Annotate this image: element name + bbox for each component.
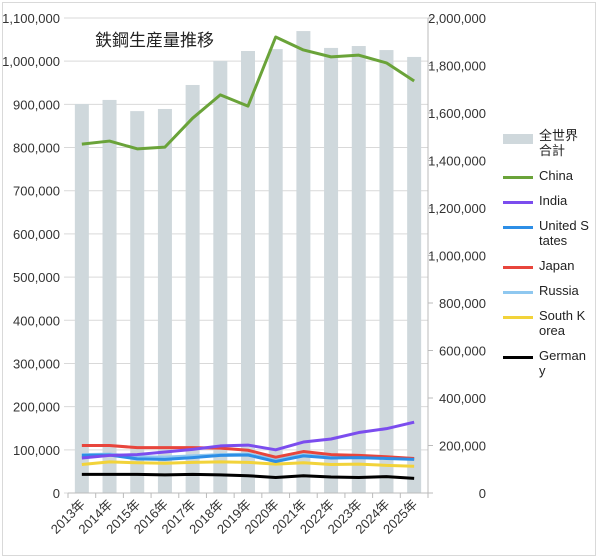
right-axis-tick-label: 1,400,000	[428, 154, 486, 169]
bar-2017年	[185, 84, 200, 493]
left-axis-tick-label: 900,000	[13, 97, 60, 112]
bar-2019年	[241, 51, 255, 493]
left-axis-tick-label: 200,000	[13, 400, 60, 415]
right-axis-tick-label: 1,600,000	[428, 106, 486, 121]
legend-swatch	[503, 176, 533, 179]
bar-2014年	[102, 99, 117, 493]
legend-label: Russia	[539, 283, 579, 298]
legend-label: Germany	[539, 348, 586, 378]
left-axis-tick-label: 500,000	[13, 270, 60, 285]
legend-item: Japan	[503, 258, 599, 273]
right-axis-tick-label: 2,000,000	[428, 11, 486, 26]
bar-2016年	[157, 108, 172, 494]
left-axis-tick-label: 700,000	[13, 184, 60, 199]
right-axis-tick-label: 600,000	[439, 344, 486, 359]
legend-swatch	[503, 266, 533, 269]
bar-2015年	[130, 111, 145, 493]
left-axis-tick-label: 0	[53, 486, 60, 501]
right-axis-tick-label: 0	[479, 486, 486, 501]
bar-2013年	[74, 103, 89, 493]
legend-label: South Korea	[539, 308, 586, 338]
bar-2020年	[268, 49, 283, 494]
right-axis-tick-label: 400,000	[439, 391, 486, 406]
left-axis-tick-label: 100,000	[13, 443, 60, 458]
legend-item: India	[503, 193, 599, 208]
legend-item: United States	[503, 218, 599, 248]
right-axis-tick-label: 1,000,000	[428, 249, 486, 264]
line-series-south-korea	[81, 460, 415, 468]
legend-item: Russia	[503, 283, 599, 298]
chart-title: 鉄鋼生産量推移	[95, 31, 214, 50]
left-axis-tick-label: 1,000,000	[2, 54, 60, 69]
legend-swatch	[503, 226, 533, 229]
line-series-united-states	[81, 453, 415, 463]
legend-label: Japan	[539, 258, 575, 273]
legend-label: 全世界合計	[539, 128, 579, 158]
left-axis-tick-label: 300,000	[13, 356, 60, 371]
legend-label: India	[539, 193, 568, 208]
bar-2025年	[407, 56, 422, 493]
legend-item: China	[503, 168, 599, 183]
legend-label: United States	[539, 218, 589, 248]
right-axis-tick-label: 200,000	[439, 439, 486, 454]
legend-label: China	[539, 168, 573, 183]
bar-2018年	[213, 60, 228, 494]
line-series-japan	[81, 444, 415, 460]
chart-frame	[2, 2, 596, 556]
bar-2021年	[296, 31, 311, 493]
line-series-china	[81, 35, 415, 151]
left-axis-tick-label: 800,000	[13, 141, 60, 156]
right-axis-tick-label: 1,200,000	[428, 201, 486, 216]
legend: 全世界合計 China India United States Japan Russia S…	[503, 128, 599, 388]
line-series-india	[81, 420, 415, 460]
bar-2022年	[324, 47, 339, 494]
right-axis-tick-label: 1,800,000	[428, 59, 486, 74]
legend-item: Germany	[503, 348, 599, 378]
legend-swatch	[503, 291, 533, 294]
bar-2023年	[351, 46, 366, 494]
legend-swatch	[503, 316, 533, 319]
legend-swatch	[503, 134, 533, 144]
legend-swatch	[503, 356, 533, 359]
left-axis-tick-label: 400,000	[13, 313, 60, 328]
left-axis-tick-label: 600,000	[13, 227, 60, 242]
right-axis-tick-label: 800,000	[439, 296, 486, 311]
legend-swatch	[503, 201, 533, 204]
left-axis-tick-label: 1,100,000	[2, 11, 60, 26]
legend-item: 全世界合計	[503, 128, 599, 158]
line-series-germany	[81, 472, 415, 480]
bar-2024年	[379, 50, 394, 493]
legend-item: South Korea	[503, 308, 599, 338]
